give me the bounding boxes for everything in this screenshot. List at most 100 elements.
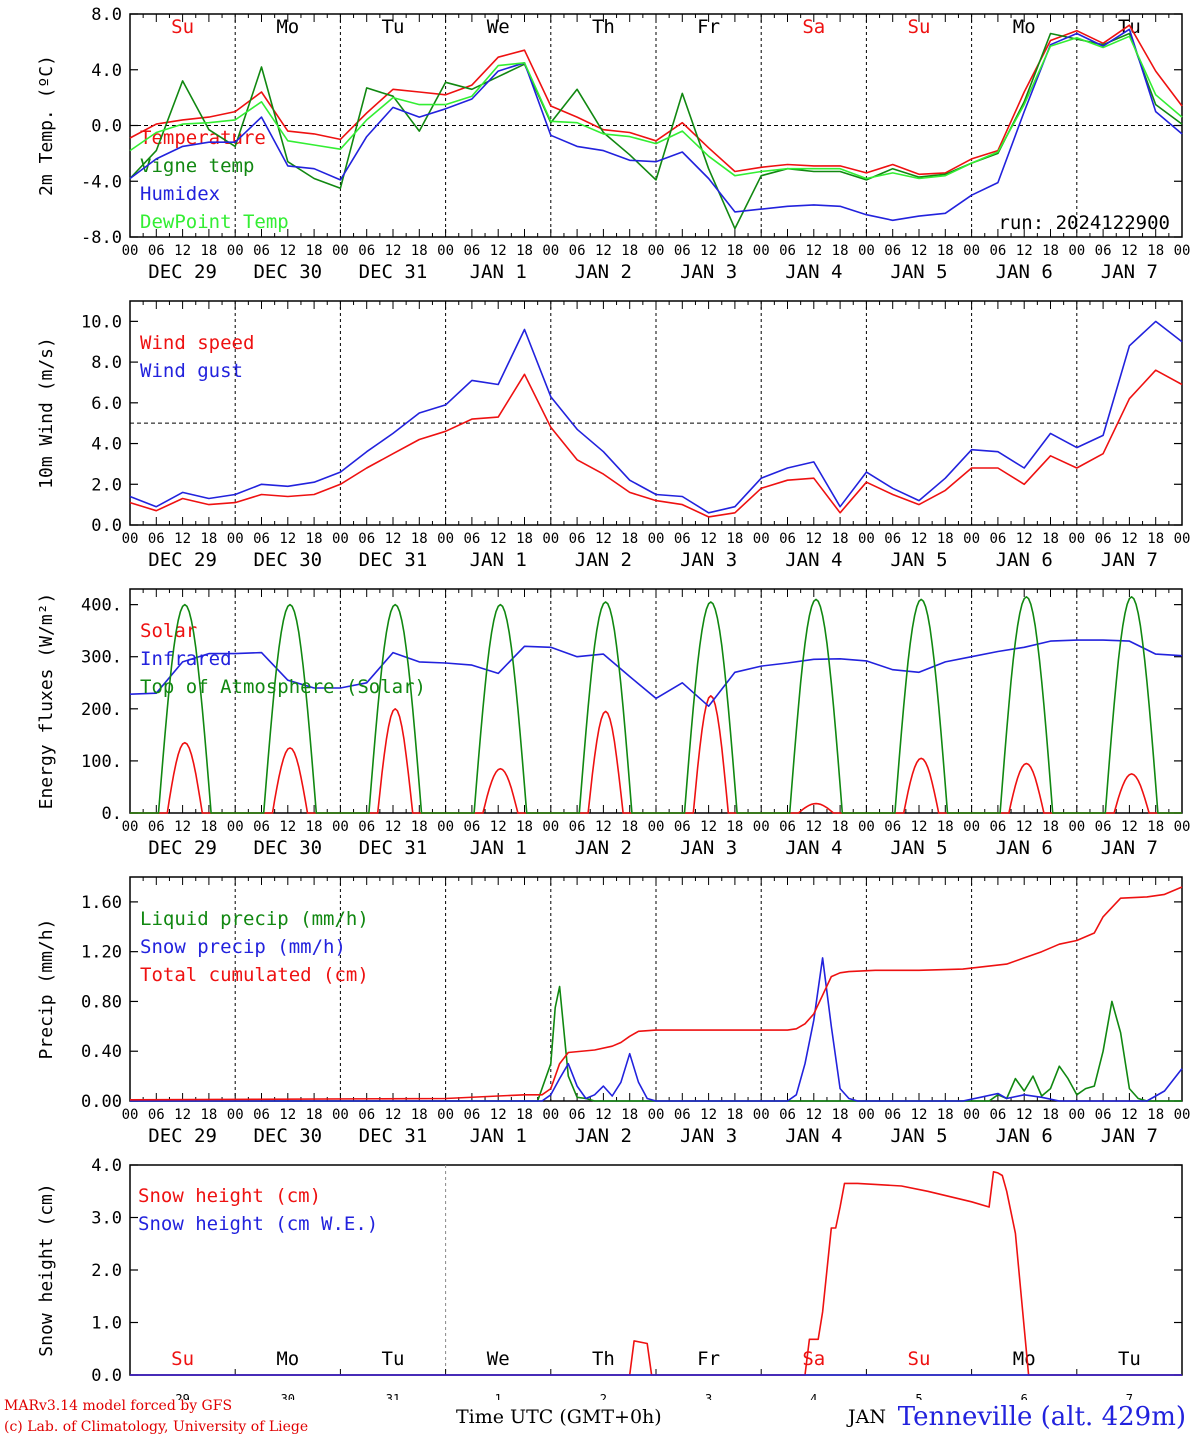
day-label: JAN 6	[996, 1125, 1053, 1147]
hour-tick-label: 00	[1174, 243, 1191, 259]
hour-tick-label: 00	[963, 819, 980, 835]
hour-tick-label: 12	[1016, 819, 1033, 835]
hour-tick-label: 06	[463, 1107, 480, 1123]
y-tick-label: -8.0	[81, 228, 122, 248]
day-number-label: 30	[281, 1392, 295, 1400]
hour-tick-label: 06	[253, 819, 270, 835]
y-axis-label: 2m Temp. (ºC)	[36, 55, 57, 196]
day-label: JAN 4	[785, 1125, 842, 1147]
y-tick-label: 1.20	[81, 943, 122, 963]
hour-tick-label: 06	[253, 531, 270, 547]
legend-entry: Vigne temp	[140, 155, 254, 177]
day-label: JAN 6	[996, 837, 1053, 859]
hour-tick-label: 00	[122, 1107, 139, 1123]
hour-tick-label: 18	[726, 531, 743, 547]
hour-tick-label: 06	[674, 819, 691, 835]
hour-tick-label: 06	[253, 1107, 270, 1123]
day-label: JAN 7	[1101, 837, 1158, 859]
hour-tick-label: 12	[174, 819, 191, 835]
day-label: DEC 29	[148, 1125, 217, 1147]
legend-entry: Liquid precip (mm/h)	[140, 908, 369, 930]
hour-tick-label: 12	[700, 819, 717, 835]
hour-tick-label: 06	[148, 243, 165, 259]
hour-tick-label: 06	[779, 1107, 796, 1123]
legend-entry: Temperature	[140, 127, 266, 149]
hour-tick-label: 12	[279, 819, 296, 835]
series-line-blue	[129, 320, 1183, 514]
hour-tick-label: 12	[1121, 531, 1138, 547]
y-tick-label: 0.0	[91, 1366, 122, 1386]
hour-tick-label: 00	[122, 819, 139, 835]
day-label: DEC 30	[253, 837, 322, 859]
day-label: DEC 31	[359, 837, 428, 859]
hour-tick-label: 18	[200, 819, 217, 835]
hour-tick-label: 06	[148, 531, 165, 547]
weekday-label: Mo	[276, 1348, 299, 1370]
hour-tick-label: 00	[542, 819, 559, 835]
hour-tick-label: 06	[569, 1107, 586, 1123]
day-label: JAN 3	[680, 837, 737, 859]
weekday-label: Fr	[697, 1348, 720, 1370]
legend-entry: Solar	[140, 620, 197, 642]
series-line-darkgreen	[130, 985, 1182, 1102]
day-label: JAN 5	[890, 837, 947, 859]
hour-tick-label: 18	[937, 243, 954, 259]
day-label: DEC 31	[359, 549, 428, 571]
day-label: JAN 1	[470, 837, 527, 859]
hour-tick-label: 12	[1121, 1107, 1138, 1123]
weekday-label: Su	[908, 1348, 931, 1370]
hour-tick-label: 12	[385, 531, 402, 547]
legend-entry: Wind speed	[140, 332, 254, 354]
hour-tick-label: 06	[989, 819, 1006, 835]
legend-entry: Infrared	[140, 648, 232, 670]
hour-tick-label: 18	[1042, 819, 1059, 835]
hour-tick-label: 00	[227, 1107, 244, 1123]
hour-tick-label: 06	[779, 243, 796, 259]
hour-tick-label: 18	[306, 531, 323, 547]
hour-tick-label: 00	[542, 243, 559, 259]
day-label: DEC 30	[253, 549, 322, 571]
hour-tick-label: 18	[1147, 243, 1164, 259]
hour-tick-label: 12	[279, 531, 296, 547]
hour-tick-label: 12	[805, 531, 822, 547]
series-line-red	[129, 369, 1183, 518]
day-number-label: 5	[915, 1392, 922, 1400]
hour-tick-label: 18	[1042, 243, 1059, 259]
day-label: JAN 3	[680, 549, 737, 571]
hour-tick-label: 18	[621, 1107, 638, 1123]
legend-entry: Humidex	[140, 183, 220, 205]
y-tick-label: 0.0	[91, 117, 122, 137]
series-line-red	[129, 886, 1183, 1101]
hour-tick-label: 12	[385, 1107, 402, 1123]
hour-tick-label: 12	[1016, 531, 1033, 547]
day-label: JAN 1	[470, 549, 527, 571]
hour-tick-label: 18	[411, 819, 428, 835]
hour-tick-label: 06	[779, 531, 796, 547]
panel-frame	[129, 300, 1183, 526]
hour-tick-label: 06	[358, 531, 375, 547]
hour-tick-label: 12	[174, 531, 191, 547]
hour-tick-label: 00	[332, 819, 349, 835]
day-label: DEC 29	[148, 837, 217, 859]
y-tick-label: 200.	[81, 700, 122, 720]
day-number-label: 3	[705, 1392, 712, 1400]
day-label: JAN 4	[785, 837, 842, 859]
weekday-label: Fr	[697, 16, 720, 38]
hour-tick-label: 18	[1042, 1107, 1059, 1123]
day-label: JAN 5	[890, 549, 947, 571]
day-label: JAN 3	[680, 1125, 737, 1147]
hour-tick-label: 12	[385, 819, 402, 835]
y-tick-label: -4.0	[81, 172, 122, 192]
legend-entry: Snow height (cm W.E.)	[138, 1213, 378, 1235]
weekday-label: Su	[908, 16, 931, 38]
legend-entry: Top of Atmosphere (Solar)	[140, 676, 426, 698]
hour-tick-label: 12	[595, 531, 612, 547]
hour-tick-label: 00	[1174, 1107, 1191, 1123]
hour-tick-label: 00	[963, 1107, 980, 1123]
y-tick-label: 1.60	[81, 893, 122, 913]
weekday-label: Mo	[276, 16, 299, 38]
hour-tick-label: 00	[227, 531, 244, 547]
y-tick-label: 0.0	[91, 516, 122, 536]
y-tick-label: 0.40	[81, 1042, 122, 1062]
